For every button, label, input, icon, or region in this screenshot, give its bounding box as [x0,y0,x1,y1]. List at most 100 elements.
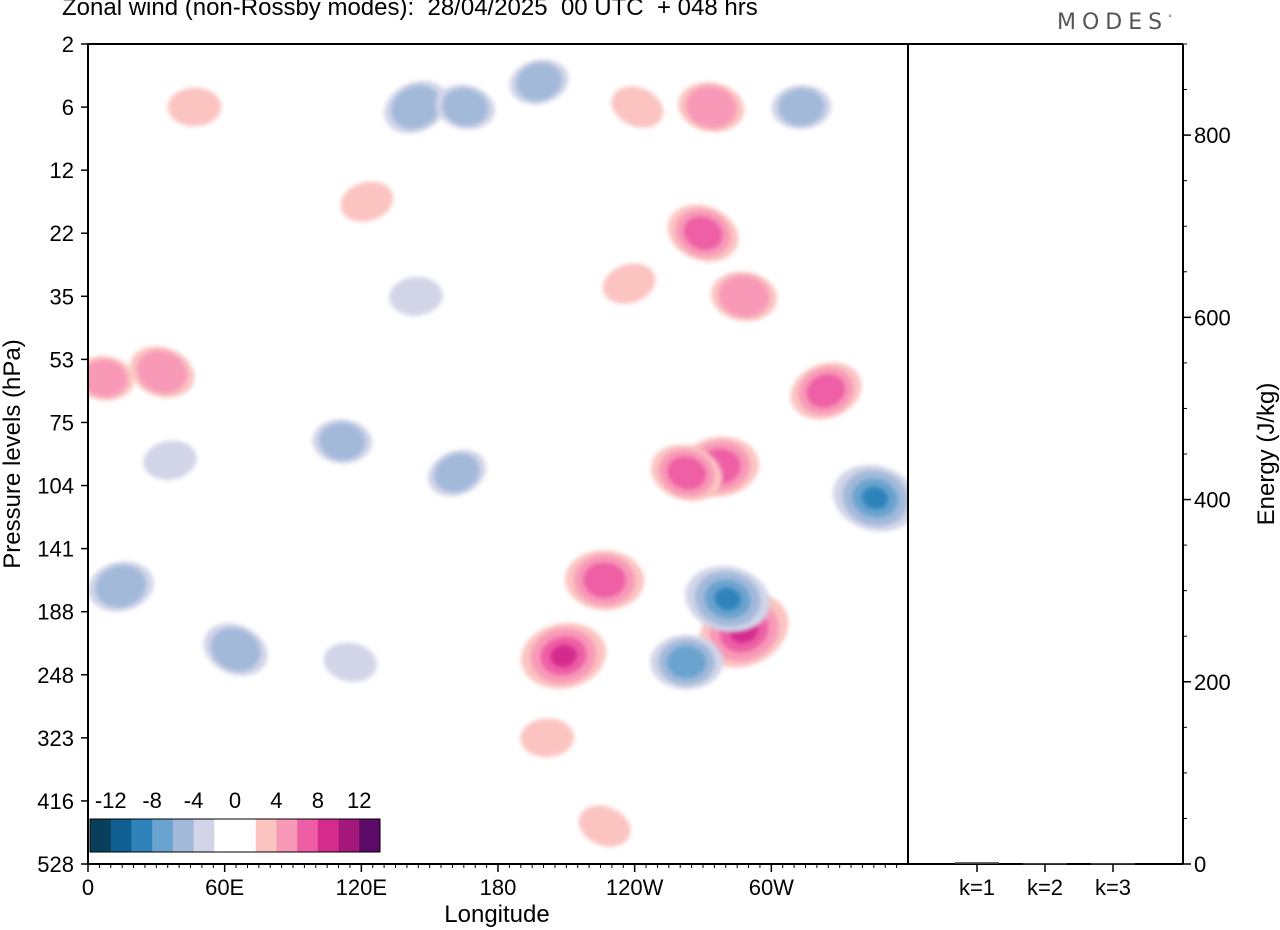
contour-fill [683,216,723,250]
y-tick-label: 141 [37,537,74,562]
y-tick-label: 416 [37,789,74,814]
x-tick-label: 0 [82,875,94,900]
contour-fill [323,642,377,682]
contour-fill [778,88,825,126]
x-tick-label: 180 [480,875,517,900]
wind-feature [340,181,394,222]
contour-fill [136,350,187,394]
colorbar-tick-label: 4 [270,788,282,813]
contour-fill [611,86,664,128]
contour-fill [210,627,261,672]
wind-feature [790,362,862,420]
contour-fill [434,453,480,493]
y-tick-label: 53 [50,347,74,372]
colorbar-tick-label: -4 [184,788,204,813]
x-axis-label: Longitude [444,901,549,928]
y-tick-label: 188 [37,600,74,625]
wind-feature [833,464,908,532]
wind-feature [667,204,739,262]
energy-axes: 0 200 400 600 800 Energy (J/kg) k=1 k=2 k=3 [908,43,1280,900]
wind-feature [323,642,377,682]
wind-feature [520,718,574,758]
x-tick-label: 120W [606,875,664,900]
wind-feature [389,276,443,316]
y-tick-label: 528 [37,852,74,877]
contour-fill [95,565,147,608]
wind-feature [521,623,607,689]
contour-fill [714,587,741,611]
contour-fill [862,486,889,510]
colorbar-swatch [276,819,298,852]
energy-tick-label: 600 [1194,305,1231,330]
k-tick-label: k=3 [1095,875,1131,900]
contour-fill [88,359,128,397]
y-tick-label: 323 [37,726,74,751]
contour-fill [550,644,577,667]
y-axis-label: Pressure levels (hPa) [0,339,26,568]
contour-fill [442,88,489,126]
y-tick-label: 2 [62,32,74,57]
contour-fill [667,456,706,490]
contour-fill [319,422,366,461]
wind-feature [427,449,487,497]
wind-field [88,59,908,847]
contour-fill [603,263,656,304]
contour-fill [666,645,707,679]
wind-feature [710,271,778,322]
wind-feature [88,561,154,612]
colorbar: -12 -8 -4 0 4 8 12 [88,784,382,855]
colorbar-tick-label: 8 [312,788,324,813]
colorbar-swatch [110,819,132,852]
k-tick-label: k=2 [1027,875,1063,900]
colorbar-swatch [359,819,381,852]
wind-feature [509,59,569,105]
wind-feature [143,440,197,480]
wind-feature [603,263,656,304]
contour-fill [578,805,631,847]
wind-feature [685,566,770,633]
wind-feature [771,85,832,130]
colorbar-swatch [193,819,215,852]
y-tick-label: 75 [50,410,74,435]
colorbar-swatch [338,819,360,852]
wind-feature [650,634,723,690]
modes-logo: MODES° [1057,10,1173,35]
y-tick-label: 12 [50,158,74,183]
colorbar-tick-label: 0 [229,788,241,813]
energy-tick-label: 0 [1194,852,1206,877]
colorbar-tick-label: 12 [347,788,371,813]
contour-fill [718,275,770,318]
wind-feature [611,86,664,128]
colorbar-frame [89,818,381,853]
y-tick-label: 35 [50,284,74,309]
x-tick-label: 60E [205,875,244,900]
energy-bar [955,862,999,864]
colorbar-swatch [152,819,174,852]
energy-axis-label: Energy (J/kg) [1253,383,1280,526]
contour-fill [516,62,562,101]
contour-fill [391,85,441,129]
wind-feature [578,805,631,847]
energy-bar [1091,863,1135,865]
contour-fill [167,87,222,127]
colorbar-swatch [235,819,257,852]
wind-feature [435,84,495,130]
colorbar-tick-label: -8 [142,788,162,813]
contour-fill [806,374,846,408]
contour-fill [340,181,394,222]
colorbar-tick-label: -12 [95,788,127,813]
wind-feature [312,419,373,464]
wind-feature [129,346,195,398]
wind-feature [88,356,135,401]
wind-feature [650,444,723,502]
y-tick-label: 248 [37,663,74,688]
colorbar-swatch [255,819,277,852]
y-tick-label: 22 [50,221,74,246]
wind-feature [384,80,448,134]
contour-fill [583,562,626,598]
contour-fill [389,276,443,316]
wind-feature [203,623,268,676]
chart-title: Zonal wind (non-Rossby modes): 28/04/202… [62,0,758,21]
colorbar-swatch [297,819,319,852]
